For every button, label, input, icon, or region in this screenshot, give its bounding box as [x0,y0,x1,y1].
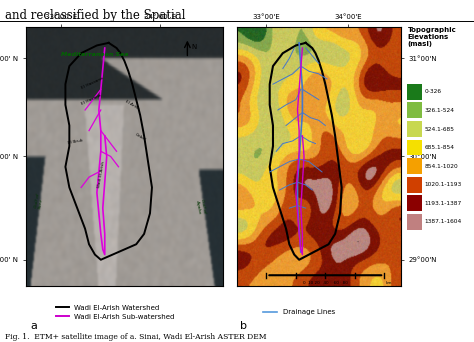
Text: Fig. 1.  ETM+ satellite image of a. Sinai, Wadi El-Arish ASTER DEM: Fig. 1. ETM+ satellite image of a. Sinai… [5,333,266,341]
Text: 524.1-685: 524.1-685 [424,127,454,132]
Text: 0-326: 0-326 [424,89,441,94]
Text: 326.1-524: 326.1-524 [424,108,454,113]
Text: Topographic
Elevations
(masl): Topographic Elevations (masl) [408,27,456,47]
Text: N: N [191,43,197,50]
FancyBboxPatch shape [408,121,421,137]
Text: 1387.1-1604: 1387.1-1604 [424,220,461,224]
Text: b: b [240,321,247,331]
Text: and reclassified by the Spatial: and reclassified by the Spatial [5,9,185,22]
FancyBboxPatch shape [408,214,421,230]
Text: Gulf of
Suez: Gulf of Suez [34,194,45,209]
FancyBboxPatch shape [408,158,421,174]
FancyBboxPatch shape [408,84,421,100]
Text: a: a [30,321,37,331]
Text: El Bruk: El Bruk [67,138,83,145]
Text: Gulf of
Aqaba: Gulf of Aqaba [195,199,206,214]
FancyBboxPatch shape [408,140,421,155]
FancyBboxPatch shape [408,103,421,118]
Text: 1020.1-1193: 1020.1-1193 [424,182,461,187]
Text: Mediterranean Sea: Mediterranean Sea [62,52,129,57]
Text: Gebel: Gebel [134,132,146,142]
Text: Wadi El-Arish: Wadi El-Arish [97,161,106,188]
Text: 685.1-854: 685.1-854 [424,145,454,150]
Text: 0  10 20   40    60   80: 0 10 20 40 60 80 [303,281,348,285]
Text: El Arish: El Arish [124,100,140,111]
Text: El Hasana: El Hasana [81,93,102,106]
Text: km: km [386,281,392,285]
Text: 854.1-1020: 854.1-1020 [424,164,458,169]
FancyBboxPatch shape [408,195,421,211]
FancyBboxPatch shape [408,177,421,193]
Text: 1193.1-1387: 1193.1-1387 [424,201,461,206]
Legend: Wadi El-Arish Watershed, Wadi El-Arish Sub-watershed: Wadi El-Arish Watershed, Wadi El-Arish S… [54,302,177,323]
Text: El Hassana: El Hassana [81,77,104,90]
Legend: Drainage Lines: Drainage Lines [260,306,337,318]
